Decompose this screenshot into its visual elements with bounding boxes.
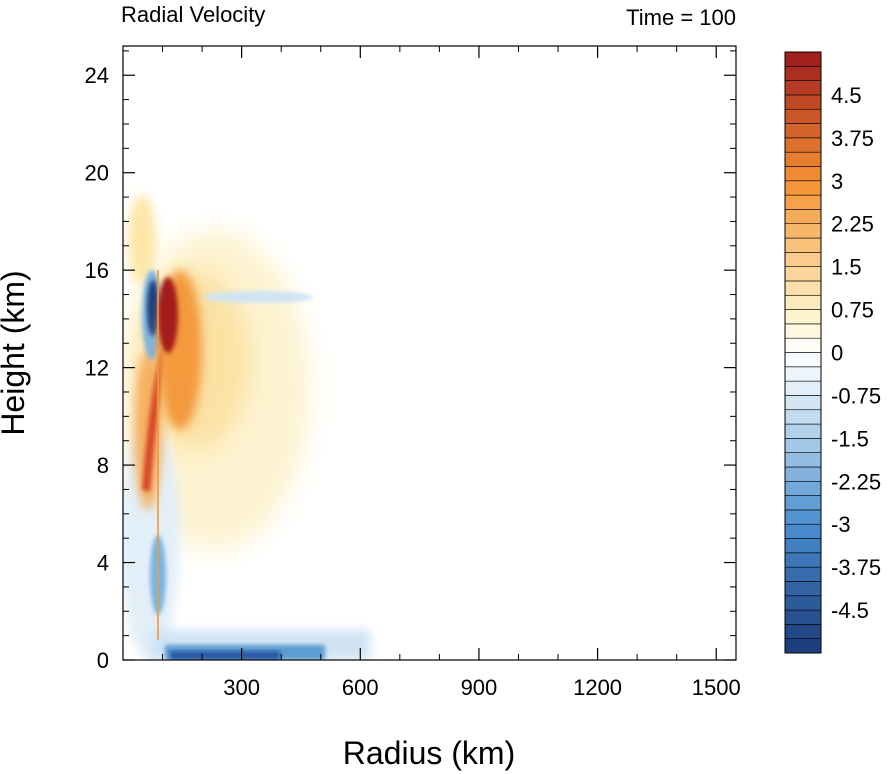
colorbar-bin xyxy=(784,94,822,110)
upper-inflow-streak xyxy=(203,291,313,303)
colorbar-bin xyxy=(784,380,822,396)
colorbar-bin xyxy=(784,252,822,267)
colorbar-bin xyxy=(784,108,822,124)
x-tick-label: 1200 xyxy=(573,675,622,700)
colorbar-bin xyxy=(784,523,822,539)
y-tick-label: 20 xyxy=(85,161,109,186)
x-tick-label: 600 xyxy=(342,675,379,700)
title-left: Radial Velocity xyxy=(121,2,265,27)
colorbar-bin xyxy=(784,280,822,296)
colorbar-bin xyxy=(784,366,822,382)
colorbar-tick-label: -2.25 xyxy=(831,469,881,494)
colorbar-bin xyxy=(784,452,822,468)
colorbar-tick-label: 0 xyxy=(831,341,843,366)
colorbar-bin xyxy=(784,423,822,439)
colorbar-bin xyxy=(784,552,822,568)
colorbar-bin xyxy=(784,123,822,139)
colorbar-tick-label: -0.75 xyxy=(831,383,881,408)
upper-outflow-core xyxy=(158,277,178,353)
x-axis: 300 600 900 1200 1500 xyxy=(223,46,741,700)
colorbar-bin xyxy=(784,638,822,654)
y-axis-label: Height (km) xyxy=(0,270,31,435)
velocity-field xyxy=(123,195,370,660)
colorbar-tick-label: -1.5 xyxy=(831,426,869,451)
x-tick-label: 1500 xyxy=(692,675,741,700)
colorbar-bin xyxy=(784,595,822,611)
colorbar-tick-label: 1.5 xyxy=(831,255,862,280)
colorbar-tick-label: 3.75 xyxy=(831,126,874,151)
x-tick-label: 300 xyxy=(223,675,260,700)
colorbar-tick-label: -3.75 xyxy=(831,555,881,580)
colorbar-frame xyxy=(784,51,822,654)
colorbar-bin xyxy=(784,66,822,81)
y-tick-label: 4 xyxy=(97,551,109,576)
colorbar-bin xyxy=(784,80,822,96)
colorbar-bin xyxy=(784,495,822,511)
mid-outflow-core xyxy=(142,350,166,492)
boundary-layer-inflow-core xyxy=(170,651,280,660)
colorbar-tick-label: -4.5 xyxy=(831,598,869,623)
y-tick-label: 8 xyxy=(97,453,109,478)
colorbar-bin xyxy=(784,337,822,353)
y-tick-label: 24 xyxy=(85,63,109,88)
colorbar-bin xyxy=(784,438,822,453)
x-minor-ticks xyxy=(162,46,678,660)
colorbar-bin xyxy=(784,624,822,639)
colorbar-tick-label: 2.25 xyxy=(831,212,874,237)
colorbar-bin xyxy=(784,395,822,411)
colorbar-bin xyxy=(784,180,822,196)
y-tick-label: 12 xyxy=(85,356,109,381)
y-tick-label: 0 xyxy=(97,648,109,673)
colorbar-bin xyxy=(784,137,822,153)
colorbar-bin xyxy=(784,538,822,554)
x-axis-label: Radius (km) xyxy=(343,735,515,771)
colorbar-bin xyxy=(784,223,822,239)
colorbar-bin xyxy=(784,509,822,525)
colorbar-bin xyxy=(784,323,822,339)
colorbar-bin xyxy=(784,609,822,625)
colorbar-bin xyxy=(784,566,822,582)
colorbar-bin xyxy=(784,209,822,225)
colorbar-bin xyxy=(784,352,822,368)
colorbar-tick-label: 3 xyxy=(831,169,843,194)
colorbar-tick-label: 0.75 xyxy=(831,298,874,323)
colorbar xyxy=(784,51,822,654)
colorbar-bin xyxy=(784,466,822,482)
x-tick-label: 900 xyxy=(461,675,498,700)
colorbar-bin xyxy=(784,151,822,167)
colorbar-bin xyxy=(784,266,822,282)
title-right: Time = 100 xyxy=(626,5,736,30)
plot-frame xyxy=(122,45,737,661)
colorbar-tick-label: -3 xyxy=(831,512,851,537)
y-axis: 0 4 8 12 16 20 24 xyxy=(85,63,736,673)
colorbar-bin xyxy=(784,237,822,253)
colorbar-bin xyxy=(784,581,822,597)
colorbar-bin xyxy=(784,166,822,182)
colorbar-bin xyxy=(784,51,822,67)
colorbar-tick-labels: -4.5 -3.75 -3 -2.25 -1.5 -0.75 0 0.75 1.5 2.25 3 3.… xyxy=(831,83,881,623)
colorbar-bin xyxy=(784,294,822,310)
colorbar-bin xyxy=(784,309,822,325)
colorbar-bin xyxy=(784,480,822,496)
colorbar-bin xyxy=(784,194,822,210)
colorbar-bin xyxy=(784,409,822,425)
upper-inflow-core xyxy=(147,280,159,336)
upper-outflow-left xyxy=(128,195,156,285)
y-tick-label: 16 xyxy=(85,258,109,283)
y-minor-ticks xyxy=(123,50,736,637)
colorbar-tick-label: 4.5 xyxy=(831,83,862,108)
